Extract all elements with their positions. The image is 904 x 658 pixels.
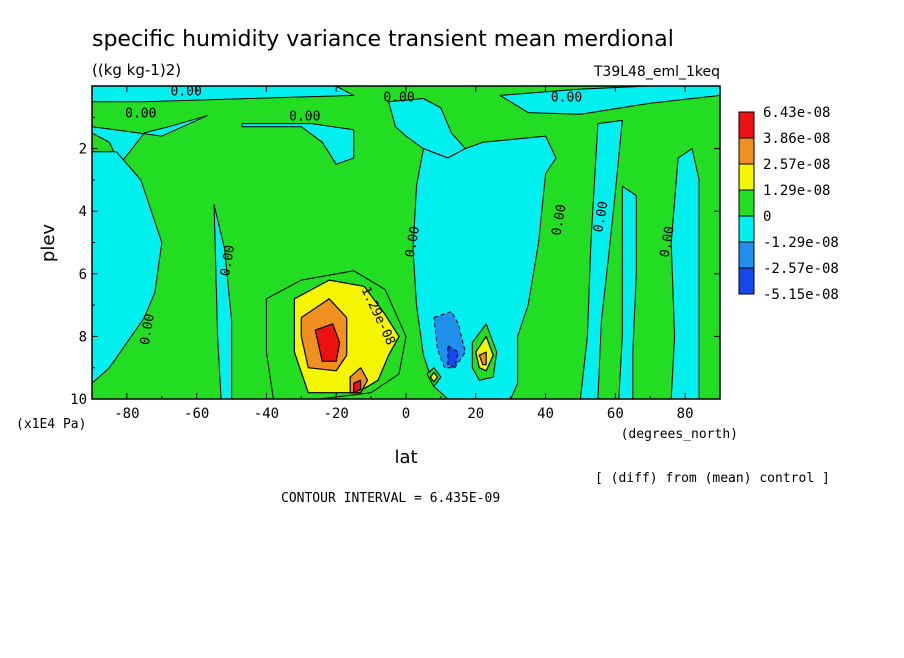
colorbar-label: 2.57e-08 [763, 157, 830, 173]
x-tick-label: 20 [467, 406, 484, 422]
y-tick-label: 8 [79, 329, 87, 345]
y-tick-label: 10 [70, 392, 87, 408]
experiment-label: T39L48_eml_1keq [593, 64, 720, 80]
contour-region-top-cyan-blob-center [241, 123, 355, 165]
x-tick-label: 60 [607, 406, 624, 422]
contour-region-east-cyan-slab-1 [579, 119, 623, 399]
x-tick-label: -40 [254, 406, 279, 422]
contour-label: 0.00 [289, 109, 320, 124]
chart-units: ((kg kg-1)2) [92, 61, 181, 79]
diff-note: [ (diff) from (mean) control ] [595, 471, 830, 486]
colorbar-swatch [738, 241, 755, 269]
colorbar-label: 0 [763, 209, 771, 225]
contour-region-east-cyan-slab-3 [670, 148, 700, 399]
y-axis-units: (x1E4 Pa) [16, 417, 86, 432]
x-axis-label: lat [394, 447, 417, 468]
contour-region-green-background [92, 86, 720, 399]
contour-label: 0.00 [171, 84, 202, 99]
colorbar-swatch [738, 111, 755, 139]
colorbar-label: 6.43e-08 [763, 105, 830, 121]
colorbar-label: 3.86e-08 [763, 131, 830, 147]
contour-region-top-cyan-band-east [499, 86, 720, 115]
x-tick-label: 0 [402, 406, 410, 422]
contour-region-pos-yellow-dot [429, 371, 438, 383]
contour-label: 0.00 [551, 91, 582, 106]
contour-interval: CONTOUR INTERVAL = 6.435E-09 [281, 491, 500, 506]
colorbar-label: -1.29e-08 [763, 235, 839, 251]
colorbar-swatch [738, 267, 755, 295]
contour-region-west-cyan-slab [92, 151, 163, 384]
chart-title: specific humidity variance transient mea… [92, 27, 674, 52]
colorbar-swatch [738, 137, 755, 165]
contour-region-pos-red-small [353, 379, 362, 394]
contour-label: 0.00 [658, 225, 678, 258]
x-tick-label: 80 [677, 406, 694, 422]
x-tick-label: -60 [184, 406, 209, 422]
contour-label: 0.00 [125, 106, 156, 121]
contour-label: 0.00 [549, 203, 569, 236]
x-tick-label: -20 [324, 406, 349, 422]
contour-label: 0.00 [218, 244, 238, 277]
contour-region-neg-blue-inner [447, 345, 459, 369]
x-tick-label: -80 [114, 406, 139, 422]
y-tick-label: 4 [79, 204, 87, 220]
y-axis-label: plev [38, 224, 59, 263]
contour-label: 0.00 [403, 225, 423, 258]
contour-region-west-thin-cyan [213, 204, 233, 399]
y-axis-ticks: 2 4 6 8 10 [70, 116, 720, 408]
contour-label: 0.00 [138, 313, 158, 346]
colorbar: 6.43e-08 3.86e-08 2.57e-08 1.29e-08 0 -1.29e-… [738, 105, 839, 303]
contour-label: 0.00 [383, 91, 414, 106]
colorbar-swatch [738, 163, 755, 191]
colorbar-label: 1.29e-08 [763, 183, 830, 199]
x-axis-ticks: -80 -60 -40 -20 0 20 40 60 80 [91, 86, 721, 422]
y-tick-label: 6 [79, 267, 87, 283]
x-tick-label: 40 [537, 406, 554, 422]
y-tick-label: 2 [79, 142, 87, 158]
contour-region-top-cyan-blob-west [92, 115, 208, 165]
contour-region-pos-orange-east [478, 351, 487, 366]
contour-region-top-cyan-band-west [92, 86, 355, 103]
colorbar-label: -2.57e-08 [763, 261, 839, 277]
colorbar-swatch [738, 215, 755, 243]
colorbar-swatch [738, 189, 755, 217]
colorbar-label: -5.15e-08 [763, 287, 839, 303]
contour-region-pos-red-main [314, 323, 341, 362]
contour-region-east-cyan-slab-2 [618, 185, 637, 399]
contour-label: 0.00 [591, 200, 611, 233]
contour-regions [92, 86, 720, 399]
x-axis-units: (degrees_north) [621, 427, 738, 442]
